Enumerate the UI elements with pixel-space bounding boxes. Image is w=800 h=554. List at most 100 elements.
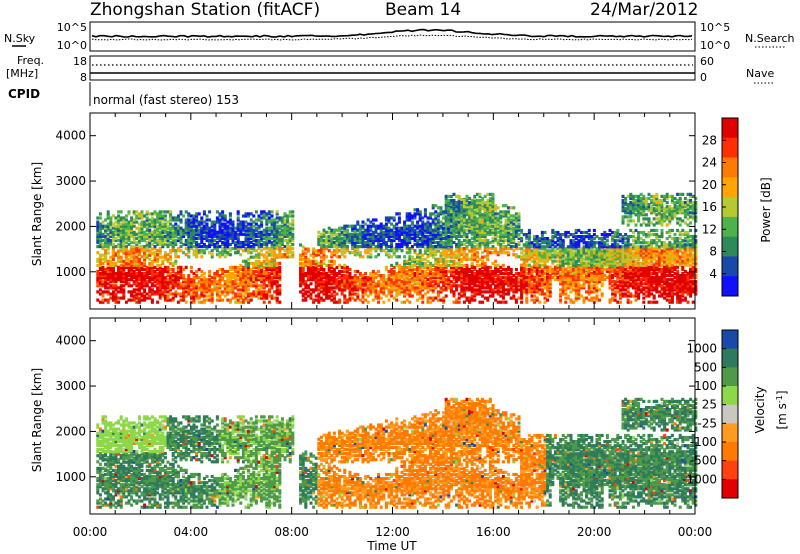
power-cell (431, 234, 435, 238)
power-cell (265, 226, 269, 230)
power-cell (522, 255, 526, 259)
power-cell (161, 278, 165, 282)
power-cell (171, 282, 175, 286)
power-cell (444, 294, 448, 298)
power-cell (257, 226, 261, 230)
power-cell (517, 274, 521, 278)
power-cell (364, 222, 368, 226)
power-cell (104, 226, 108, 230)
power-cell (361, 220, 365, 224)
power-cell (522, 286, 526, 290)
power-cell (499, 236, 503, 240)
power-cell (236, 267, 240, 272)
power-cell (218, 274, 222, 278)
power-cell (473, 219, 477, 223)
power-cell (345, 282, 349, 286)
power-cell (416, 212, 420, 216)
power-cell (140, 232, 144, 236)
power-cell (205, 230, 209, 234)
power-cell (106, 245, 110, 249)
power-cell (462, 286, 466, 290)
power-cell (392, 251, 396, 255)
power-cell (343, 234, 347, 238)
power-cell (257, 247, 261, 251)
power-cell (496, 238, 500, 243)
power-cell (330, 292, 334, 296)
power-cell (356, 284, 360, 288)
power-cell (205, 290, 209, 294)
power-cell (442, 251, 446, 255)
power-cell (244, 274, 248, 278)
power-cell (429, 232, 433, 236)
power-cell (312, 278, 316, 282)
power-cell (143, 230, 147, 234)
power-cell (101, 226, 105, 230)
power-cell (494, 224, 498, 228)
power-cell (119, 276, 123, 280)
power-cell (429, 240, 433, 245)
power-cell (106, 224, 110, 228)
power-cell (327, 249, 331, 253)
power-cell (416, 253, 420, 257)
power-cell (150, 272, 154, 276)
power-cell (239, 224, 243, 228)
power-cell (140, 238, 144, 243)
power-cell (215, 290, 219, 294)
power-cell (429, 272, 433, 276)
power-cell (384, 234, 388, 238)
power-cell (444, 269, 448, 274)
power-cell (436, 292, 440, 296)
power-cell (111, 296, 115, 300)
power-cell (348, 278, 352, 282)
power-cell (405, 238, 409, 243)
power-cell (249, 298, 253, 302)
power-cell (109, 278, 113, 282)
power-cell (176, 226, 180, 230)
power-cell (137, 267, 141, 272)
power-cell (460, 214, 464, 218)
power-cell (413, 236, 417, 240)
power-cell (111, 249, 115, 253)
power-cell (306, 261, 310, 265)
power-cell (488, 201, 492, 205)
power-cell (429, 226, 433, 230)
power-cell (522, 284, 526, 288)
power-cell (478, 247, 482, 251)
power-cell (351, 290, 355, 294)
power-cell (452, 292, 456, 296)
power-cell (187, 255, 191, 259)
power-cell (340, 226, 344, 230)
power-cell (470, 282, 474, 286)
power-cell (465, 219, 469, 223)
power-cell (452, 232, 456, 236)
power-cell (408, 265, 412, 269)
power-cell (319, 259, 323, 263)
power-cell (218, 220, 222, 224)
power-cell (205, 288, 209, 292)
power-cell (345, 249, 349, 253)
power-cell (182, 298, 186, 302)
power-cell (494, 263, 498, 267)
power-cell (410, 214, 414, 218)
power-cell (241, 282, 245, 286)
power-cell (317, 296, 321, 300)
power-cell (525, 280, 529, 284)
power-cell (481, 196, 485, 201)
power-cell (491, 276, 495, 280)
power-cell (98, 226, 102, 230)
power-cell (512, 245, 516, 249)
power-cell (223, 238, 227, 243)
power-cell (218, 251, 222, 255)
power-cell (353, 245, 357, 249)
power-cell (218, 212, 222, 216)
power-cell (423, 292, 427, 296)
power-cell (491, 232, 495, 236)
power-cell (390, 274, 394, 278)
power-cell (114, 263, 118, 267)
power-cell (197, 230, 201, 234)
power-cell (366, 284, 370, 288)
power-cell (501, 245, 505, 249)
power-cell (410, 226, 414, 230)
power-cell (98, 300, 102, 304)
power-cell (213, 224, 217, 228)
